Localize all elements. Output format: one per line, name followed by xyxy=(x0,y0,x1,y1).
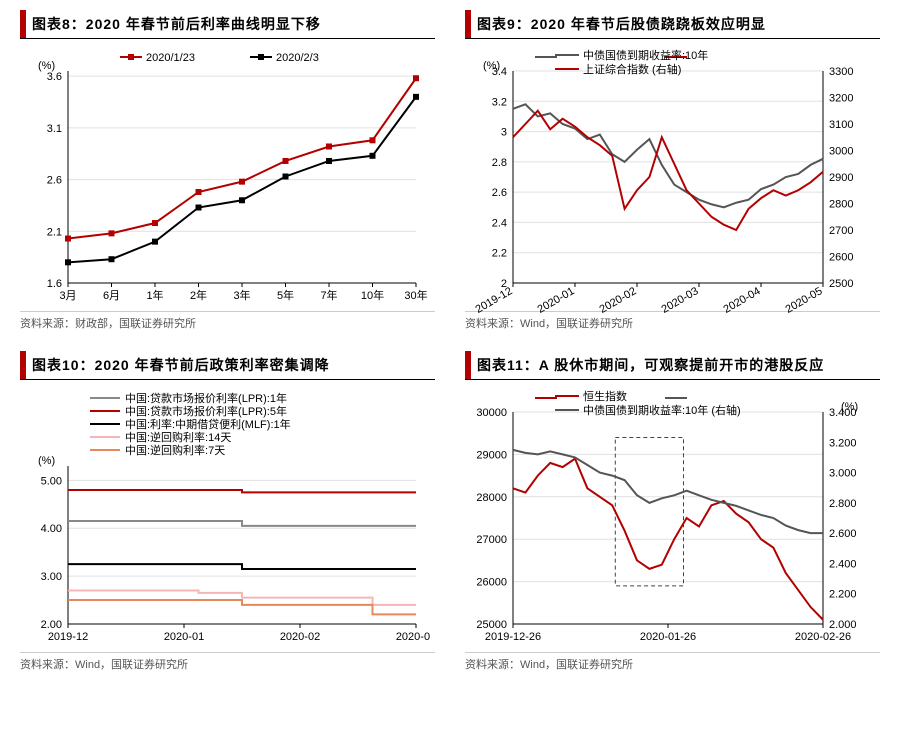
svg-text:1年: 1年 xyxy=(146,288,163,302)
svg-text:(%): (%) xyxy=(841,401,858,413)
svg-text:2020-04: 2020-04 xyxy=(722,285,763,316)
svg-text:2.400: 2.400 xyxy=(829,558,857,570)
svg-text:26000: 26000 xyxy=(476,577,507,589)
panel-title: 图表11：A 股休市期间，可观察提前开市的港股反应 xyxy=(477,351,824,379)
chart-9: 22.22.42.62.833.23.425002600270028002900… xyxy=(465,39,880,309)
svg-text:2年: 2年 xyxy=(190,288,207,302)
svg-text:中国:逆回购利率:7天: 中国:逆回购利率:7天 xyxy=(125,443,225,457)
svg-text:中国:贷款市场报价利率(LPR):5年: 中国:贷款市场报价利率(LPR):5年 xyxy=(125,404,287,418)
svg-text:2020/1/23: 2020/1/23 xyxy=(146,52,195,64)
title-band xyxy=(20,10,26,38)
svg-text:2020-01: 2020-01 xyxy=(164,631,204,643)
svg-text:4.00: 4.00 xyxy=(41,523,62,535)
svg-text:25000: 25000 xyxy=(476,619,507,631)
svg-text:6月: 6月 xyxy=(103,290,120,302)
chart-grid: 图表8：2020 年春节前后利率曲线明显下移 1.62.12.63.13.6(%… xyxy=(0,0,900,682)
svg-text:2700: 2700 xyxy=(829,225,853,237)
svg-text:3: 3 xyxy=(501,127,507,139)
svg-text:29000: 29000 xyxy=(476,449,507,461)
svg-text:2600: 2600 xyxy=(829,252,853,264)
svg-text:7年: 7年 xyxy=(320,288,337,302)
svg-text:上证综合指数 (右轴): 上证综合指数 (右轴) xyxy=(583,62,681,76)
svg-text:3300: 3300 xyxy=(829,66,853,78)
svg-text:恒生指数: 恒生指数 xyxy=(583,389,627,403)
svg-text:(%): (%) xyxy=(483,60,500,72)
svg-text:2800: 2800 xyxy=(829,199,853,211)
title-band xyxy=(465,10,471,38)
svg-text:27000: 27000 xyxy=(476,534,507,546)
svg-text:3.2: 3.2 xyxy=(492,96,507,108)
svg-text:2.800: 2.800 xyxy=(829,498,857,510)
title-bar: 图表8：2020 年春节前后利率曲线明显下移 xyxy=(20,10,435,39)
title-band xyxy=(20,351,26,379)
svg-text:中国:贷款市场报价利率(LPR):1年: 中国:贷款市场报价利率(LPR):1年 xyxy=(125,391,287,405)
svg-text:中债国债到期收益率:10年 (右轴): 中债国债到期收益率:10年 (右轴) xyxy=(583,403,741,417)
svg-text:中国:逆回购利率:14天: 中国:逆回购利率:14天 xyxy=(125,430,231,444)
svg-text:2.2: 2.2 xyxy=(492,248,507,260)
svg-text:1.6: 1.6 xyxy=(47,278,62,290)
title-bar: 图表11：A 股休市期间，可观察提前开市的港股反应 xyxy=(465,351,880,380)
svg-text:3月: 3月 xyxy=(59,290,76,302)
svg-text:2020-02: 2020-02 xyxy=(598,285,639,316)
svg-text:2019-12: 2019-12 xyxy=(48,631,88,643)
chart-10: 2.00 3.00 4.00 5.00 (%) 2019-12 2020-01 2020-02… xyxy=(20,380,435,650)
svg-text:3200: 3200 xyxy=(829,93,853,105)
panel-9: 图表9：2020 年春节后股债跷跷板效应明显 22.22.42.62.833.2… xyxy=(465,10,880,331)
svg-text:2.00: 2.00 xyxy=(41,619,62,631)
svg-text:2.000: 2.000 xyxy=(829,619,857,631)
svg-text:2020/2/3: 2020/2/3 xyxy=(276,52,319,64)
panel-title: 图表9：2020 年春节后股债跷跷板效应明显 xyxy=(477,10,766,38)
svg-text:28000: 28000 xyxy=(476,492,507,504)
svg-text:3.1: 3.1 xyxy=(47,123,62,135)
svg-text:2019-12-26: 2019-12-26 xyxy=(485,631,541,643)
svg-text:2.6: 2.6 xyxy=(492,187,507,199)
svg-text:2020-02-26: 2020-02-26 xyxy=(795,631,851,643)
svg-text:5.00: 5.00 xyxy=(41,475,62,487)
panel-11: 图表11：A 股休市期间，可观察提前开市的港股反应 25000 26000 2700… xyxy=(465,351,880,672)
svg-text:3.6: 3.6 xyxy=(47,71,62,83)
svg-text:2.200: 2.200 xyxy=(829,589,857,601)
svg-text:2.4: 2.4 xyxy=(492,217,507,229)
svg-text:2020-01-26: 2020-01-26 xyxy=(640,631,696,643)
svg-text:2020-03: 2020-03 xyxy=(660,285,701,316)
svg-text:2.1: 2.1 xyxy=(47,226,62,238)
svg-text:2.8: 2.8 xyxy=(492,157,507,169)
panel-10: 图表10：2020 年春节前后政策利率密集调降 2.00 3.00 4.00 5.00… xyxy=(20,351,435,672)
svg-text:2020-03: 2020-03 xyxy=(396,631,430,643)
svg-text:中国:利率:中期借贷便利(MLF):1年: 中国:利率:中期借贷便利(MLF):1年 xyxy=(125,417,291,431)
svg-text:5年: 5年 xyxy=(277,288,294,302)
svg-text:3.00: 3.00 xyxy=(41,571,62,583)
svg-text:3.200: 3.200 xyxy=(829,437,857,449)
chart-11: 25000 26000 27000 28000 29000 30000 2.000 2.200… xyxy=(465,380,880,650)
svg-text:2019-12: 2019-12 xyxy=(474,285,515,316)
panel-title: 图表10：2020 年春节前后政策利率密集调降 xyxy=(32,351,330,379)
panel-title: 图表8：2020 年春节前后利率曲线明显下移 xyxy=(32,10,321,38)
svg-text:3.000: 3.000 xyxy=(829,468,857,480)
title-bar: 图表10：2020 年春节前后政策利率密集调降 xyxy=(20,351,435,380)
svg-text:2020-05: 2020-05 xyxy=(784,285,825,316)
svg-text:30年: 30年 xyxy=(404,288,427,302)
svg-text:2020-02: 2020-02 xyxy=(280,631,320,643)
title-bar: 图表9：2020 年春节后股债跷跷板效应明显 xyxy=(465,10,880,39)
svg-text:30000: 30000 xyxy=(476,407,507,419)
svg-text:10年: 10年 xyxy=(361,288,384,302)
svg-text:(%): (%) xyxy=(38,455,55,467)
svg-text:2.600: 2.600 xyxy=(829,528,857,540)
svg-text:3年: 3年 xyxy=(233,288,250,302)
svg-text:2020-01: 2020-01 xyxy=(536,285,577,316)
svg-text:中债国债到期收益率:10年: 中债国债到期收益率:10年 xyxy=(583,48,708,62)
panel-8: 图表8：2020 年春节前后利率曲线明显下移 1.6 2.1 2.6 3.1 3.6(%… xyxy=(20,10,435,331)
chart-8: 1.6 2.1 2.6 3.1 3.6(%) 3月 6月 1年 2年 3年 5年 7年 10年 30年 20… xyxy=(20,39,435,309)
svg-text:3000: 3000 xyxy=(829,146,853,158)
svg-text:(%): (%) xyxy=(38,60,55,72)
svg-text:2500: 2500 xyxy=(829,278,853,290)
svg-text:2.6: 2.6 xyxy=(47,175,62,187)
svg-text:3100: 3100 xyxy=(829,119,853,131)
title-band xyxy=(465,351,471,379)
svg-text:2900: 2900 xyxy=(829,172,853,184)
